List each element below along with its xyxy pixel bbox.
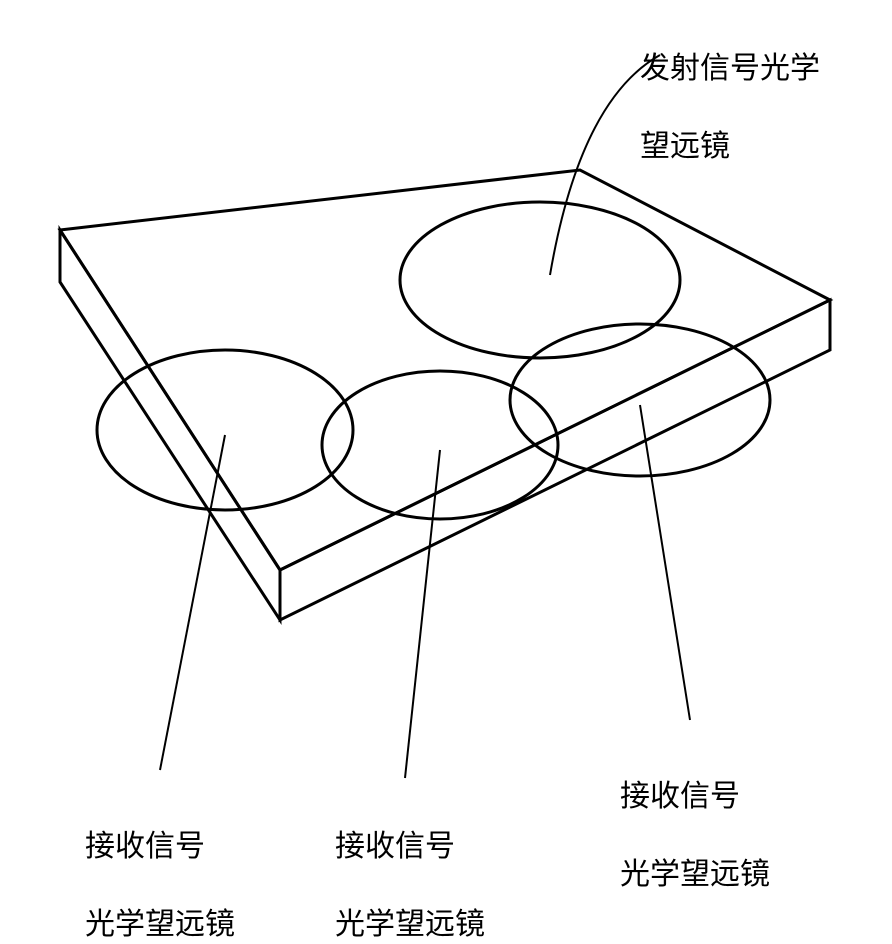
transmit-label: 发射信号光学 望远镜 <box>640 10 820 166</box>
receive-center-label-line1: 接收信号 <box>335 830 455 863</box>
receive-right-label-line1: 接收信号 <box>620 780 740 813</box>
receive-right-label-line2: 光学望远镜 <box>620 858 770 891</box>
receive-right-leader-line <box>640 405 690 720</box>
receive-center-label: 接收信号 光学望远镜 <box>335 788 485 944</box>
platform <box>60 170 830 620</box>
telescopes-group <box>97 202 770 519</box>
telescope-diagram: 发射信号光学 望远镜 接收信号 光学望远镜 接收信号 光学望远镜 接收信号 光学… <box>0 0 892 889</box>
transmit-telescope <box>400 202 680 358</box>
receive-left-label-line2: 光学望远镜 <box>85 908 235 941</box>
receive-right-label: 接收信号 光学望远镜 <box>620 738 770 894</box>
receive-left-label-line1: 接收信号 <box>85 830 205 863</box>
receive-center-label-line2: 光学望远镜 <box>335 908 485 941</box>
platform-front-face <box>60 230 280 620</box>
transmit-label-line1: 发射信号光学 <box>640 52 820 85</box>
transmit-label-line2: 望远镜 <box>640 130 730 163</box>
leader-lines <box>160 55 690 778</box>
receive-left-label: 接收信号 光学望远镜 <box>85 788 235 944</box>
receive-telescope-center <box>322 371 558 519</box>
